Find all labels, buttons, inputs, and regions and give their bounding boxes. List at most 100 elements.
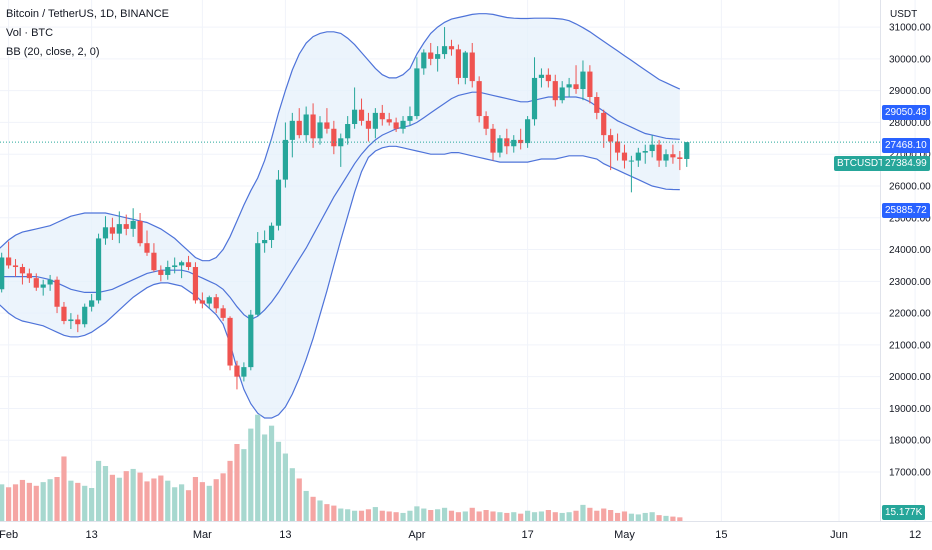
candle[interactable] bbox=[642, 144, 648, 164]
candle[interactable] bbox=[192, 262, 199, 304]
candle[interactable] bbox=[365, 112, 372, 142]
candle[interactable] bbox=[33, 273, 39, 291]
candle[interactable] bbox=[227, 316, 233, 371]
candle[interactable] bbox=[275, 170, 282, 231]
candle[interactable] bbox=[144, 230, 150, 256]
candle[interactable] bbox=[504, 128, 510, 155]
candle[interactable] bbox=[649, 135, 655, 158]
candle[interactable] bbox=[220, 305, 226, 322]
legend-volume[interactable]: Vol · BTC bbox=[6, 27, 54, 39]
candle[interactable] bbox=[531, 57, 538, 126]
candle[interactable] bbox=[255, 232, 261, 317]
candle[interactable] bbox=[54, 276, 60, 314]
candle[interactable] bbox=[469, 42, 475, 88]
candle[interactable] bbox=[566, 77, 572, 97]
candle[interactable] bbox=[82, 303, 88, 328]
candle[interactable] bbox=[234, 360, 240, 390]
candle[interactable] bbox=[199, 292, 205, 309]
candle[interactable] bbox=[324, 108, 330, 134]
candle[interactable] bbox=[296, 108, 302, 139]
candle[interactable] bbox=[608, 128, 614, 171]
candle[interactable] bbox=[185, 255, 192, 271]
candle[interactable] bbox=[435, 46, 441, 72]
candle[interactable] bbox=[289, 112, 295, 158]
candle[interactable] bbox=[26, 268, 32, 283]
candle[interactable] bbox=[75, 314, 81, 333]
candle[interactable] bbox=[206, 295, 212, 309]
candle[interactable] bbox=[248, 309, 254, 371]
candle[interactable] bbox=[393, 117, 399, 132]
candle[interactable] bbox=[89, 294, 95, 312]
candle[interactable] bbox=[137, 212, 143, 247]
candle[interactable] bbox=[358, 98, 365, 126]
candle[interactable] bbox=[102, 216, 109, 245]
candle[interactable] bbox=[116, 211, 122, 244]
candle[interactable] bbox=[400, 116, 406, 134]
candle[interactable] bbox=[0, 252, 5, 293]
candle[interactable] bbox=[587, 65, 593, 104]
candle[interactable] bbox=[282, 122, 288, 188]
candle[interactable] bbox=[95, 233, 102, 304]
candle[interactable] bbox=[497, 135, 503, 158]
candle[interactable] bbox=[663, 149, 669, 167]
candle[interactable] bbox=[448, 39, 455, 56]
candle[interactable] bbox=[525, 116, 531, 148]
candle[interactable] bbox=[684, 142, 690, 167]
candle[interactable] bbox=[12, 259, 19, 277]
candle[interactable] bbox=[455, 44, 461, 85]
candle[interactable] bbox=[552, 74, 558, 107]
candle[interactable] bbox=[331, 120, 337, 155]
candle[interactable] bbox=[6, 241, 12, 269]
candle[interactable] bbox=[621, 144, 628, 169]
candle[interactable] bbox=[414, 57, 420, 120]
candle[interactable] bbox=[656, 139, 662, 167]
candle[interactable] bbox=[158, 265, 164, 282]
candle[interactable] bbox=[379, 104, 385, 126]
candle[interactable] bbox=[614, 133, 621, 161]
candle[interactable] bbox=[407, 106, 413, 126]
candle[interactable] bbox=[490, 124, 496, 161]
candle[interactable] bbox=[601, 109, 607, 148]
time-axis[interactable]: Feb 13 Mar 13 Apr 17 May 15 Jun 12 bbox=[0, 529, 921, 541]
candle[interactable] bbox=[310, 103, 316, 148]
candle[interactable] bbox=[372, 108, 378, 139]
candle[interactable] bbox=[303, 106, 309, 142]
candle[interactable] bbox=[559, 81, 565, 104]
candle[interactable] bbox=[462, 50, 468, 85]
candle[interactable] bbox=[677, 151, 683, 171]
candle[interactable] bbox=[262, 230, 268, 253]
candle[interactable] bbox=[109, 217, 115, 241]
candle[interactable] bbox=[538, 68, 545, 88]
candle[interactable] bbox=[580, 60, 586, 101]
candle[interactable] bbox=[421, 49, 427, 75]
candle[interactable] bbox=[338, 133, 344, 167]
candles[interactable] bbox=[0, 27, 690, 390]
candle[interactable] bbox=[476, 76, 482, 123]
candle[interactable] bbox=[628, 155, 634, 193]
candle[interactable] bbox=[151, 243, 157, 272]
candle[interactable] bbox=[511, 135, 517, 153]
candle[interactable] bbox=[483, 111, 489, 136]
candle[interactable] bbox=[518, 128, 524, 150]
legend-title[interactable]: Bitcoin / TetherUS, 1D, BINANCE bbox=[6, 8, 170, 20]
candle[interactable] bbox=[594, 92, 600, 120]
candle[interactable] bbox=[545, 68, 551, 88]
candle[interactable] bbox=[441, 27, 448, 59]
candle[interactable] bbox=[123, 214, 129, 236]
candle[interactable] bbox=[317, 116, 323, 145]
price-axis[interactable]: 17000.00 18000.00 19000.00 20000.00 21000.00… bbox=[889, 23, 931, 479]
candle[interactable] bbox=[179, 260, 185, 279]
candle[interactable] bbox=[40, 279, 46, 296]
candle[interactable] bbox=[345, 116, 351, 145]
legend-bollinger[interactable]: BB (20, close, 2, 0) bbox=[6, 46, 100, 58]
candle[interactable] bbox=[670, 144, 676, 164]
candle[interactable] bbox=[635, 147, 641, 167]
candle[interactable] bbox=[165, 260, 171, 280]
candle[interactable] bbox=[130, 208, 136, 237]
candle[interactable] bbox=[47, 274, 53, 291]
candle[interactable] bbox=[61, 301, 67, 325]
candle[interactable] bbox=[352, 87, 358, 129]
candle[interactable] bbox=[573, 65, 579, 94]
candle[interactable] bbox=[241, 362, 247, 382]
